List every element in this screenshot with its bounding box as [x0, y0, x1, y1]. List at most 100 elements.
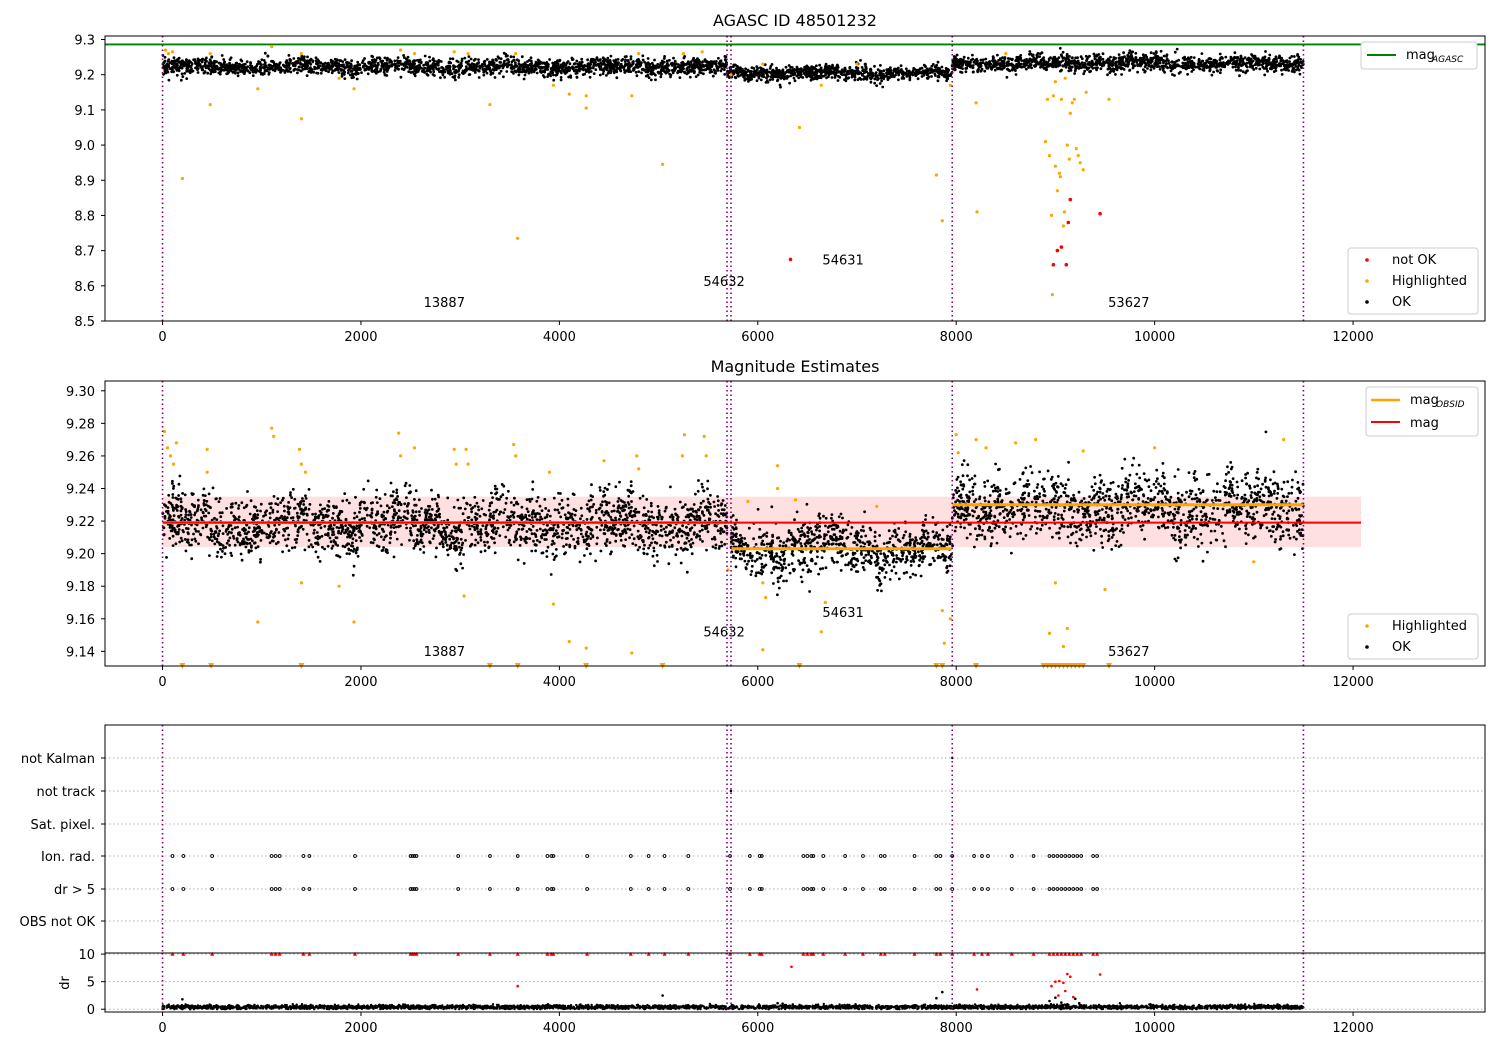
agasc-ok-point: [1250, 53, 1253, 56]
agasc-ok-point: [439, 60, 443, 63]
agasc-ok-point: [506, 58, 510, 61]
agasc-ok-point: [349, 67, 352, 70]
agasc-ok-point: [1111, 67, 1115, 70]
agasc-ok-point: [1208, 69, 1212, 73]
agasc-ok-point: [505, 70, 509, 73]
agasc-ok-point: [1200, 52, 1204, 55]
agasc-ok-point: [605, 59, 609, 63]
agasc-ok-point: [163, 55, 167, 59]
agasc-ok-point: [167, 58, 171, 61]
agasc-ok-point: [1097, 61, 1100, 64]
agasc-ok-point: [535, 63, 539, 66]
agasc-ok-point: [407, 70, 411, 73]
estimates-ok-point: [538, 504, 542, 508]
agasc-ok-point: [1215, 69, 1219, 72]
legend-label-ok: OK: [1392, 295, 1411, 310]
agasc-ok-point: [619, 62, 623, 66]
agasc-ok-point: [226, 65, 229, 69]
agasc-ok-point: [889, 66, 892, 70]
agasc-ok-point: [736, 67, 739, 71]
agasc-ok-point: [314, 56, 318, 60]
agasc-not-ok-point: [1059, 245, 1064, 249]
estimates-ok-point: [679, 561, 683, 565]
agasc-ok-point: [362, 64, 365, 68]
agasc-ok-point: [568, 62, 572, 66]
agasc-ok-point: [955, 61, 958, 64]
agasc-ok-point: [289, 70, 293, 74]
agasc-ok-point: [1108, 60, 1112, 63]
estimates-ok-point: [416, 534, 419, 537]
agasc-ok-point: [319, 71, 323, 75]
agasc-ok-point: [180, 60, 184, 63]
agasc-ok-point: [1031, 53, 1035, 57]
agasc-ok-point: [635, 74, 639, 78]
agasc-ok-point: [177, 69, 181, 73]
agasc-ok-point: [945, 79, 948, 83]
agasc-highlighted-point: [948, 83, 952, 87]
agasc-ok-point: [1109, 55, 1112, 59]
estimates-ok-point: [662, 527, 666, 531]
agasc-ok-point: [986, 63, 990, 66]
agasc-ok-point: [898, 70, 902, 73]
agasc-ok-point: [722, 68, 726, 71]
agasc-ok-point: [230, 65, 234, 68]
estimates-ok-point: [405, 496, 408, 499]
agasc-ok-point: [373, 60, 377, 63]
agasc-ok-point: [286, 62, 290, 65]
agasc-ok-point: [833, 76, 837, 79]
agasc-ok-point: [853, 75, 857, 79]
agasc-ok-point: [1183, 58, 1186, 62]
agasc-ok-point: [1120, 73, 1123, 76]
agasc-ok-point: [1279, 58, 1283, 62]
panel-agasc-title: AGASC ID 48501232: [713, 11, 877, 30]
agasc-ok-point: [1296, 53, 1299, 56]
estimates-ok-point: [244, 536, 248, 539]
agasc-ok-point: [1280, 68, 1283, 72]
agasc-ok-point: [201, 68, 205, 72]
agasc-ok-point: [815, 77, 819, 81]
agasc-ok-point: [448, 72, 452, 76]
estimates-ok-point: [445, 543, 449, 547]
agasc-ok-point: [393, 69, 397, 72]
agasc-ok-point: [431, 57, 435, 61]
agasc-ok-point: [728, 69, 732, 73]
agasc-ok-point: [755, 79, 759, 82]
agasc-ytick-label: 8.7: [74, 245, 95, 260]
agasc-highlighted-point: [797, 125, 802, 130]
agasc-ok-point: [708, 63, 711, 67]
agasc-ok-point: [316, 60, 320, 63]
agasc-ok-point: [1252, 68, 1256, 71]
agasc-ok-point: [563, 63, 566, 67]
estimates-ok-point: [492, 510, 496, 514]
agasc-ok-point: [342, 65, 346, 68]
agasc-highlighted-point: [681, 52, 686, 56]
agasc-ok-point: [396, 56, 400, 59]
agasc-ok-point: [856, 69, 860, 73]
agasc-ok-point: [708, 71, 712, 74]
agasc-ok-point: [786, 75, 790, 79]
agasc-ok-point: [953, 68, 957, 72]
agasc-ok-point: [683, 71, 687, 75]
agasc-ok-point: [1237, 62, 1240, 66]
estimates-ok-point: [370, 507, 374, 511]
estimates-ok-point: [227, 539, 230, 543]
agasc-ok-point: [848, 66, 852, 70]
estimates-ok-point: [710, 537, 714, 541]
agasc-highlighted-point: [630, 94, 634, 98]
agasc-ok-point: [699, 71, 703, 75]
agasc-ok-point: [1238, 74, 1241, 78]
agasc-ok-point: [1161, 69, 1165, 72]
agasc-highlighted-point: [974, 101, 978, 105]
agasc-ok-point: [984, 57, 988, 61]
agasc-ok-point: [399, 75, 403, 79]
agasc-ok-point: [700, 61, 704, 64]
agasc-ok-point: [343, 77, 347, 80]
agasc-ok-point: [632, 60, 635, 63]
agasc-ok-point: [333, 57, 337, 61]
agasc-ok-point: [187, 61, 191, 64]
agasc-ok-point: [646, 61, 649, 65]
agasc-ok-point: [698, 64, 702, 68]
agasc-ok-point: [1197, 59, 1201, 63]
agasc-ok-point: [783, 73, 787, 76]
agasc-ok-point: [376, 61, 380, 65]
